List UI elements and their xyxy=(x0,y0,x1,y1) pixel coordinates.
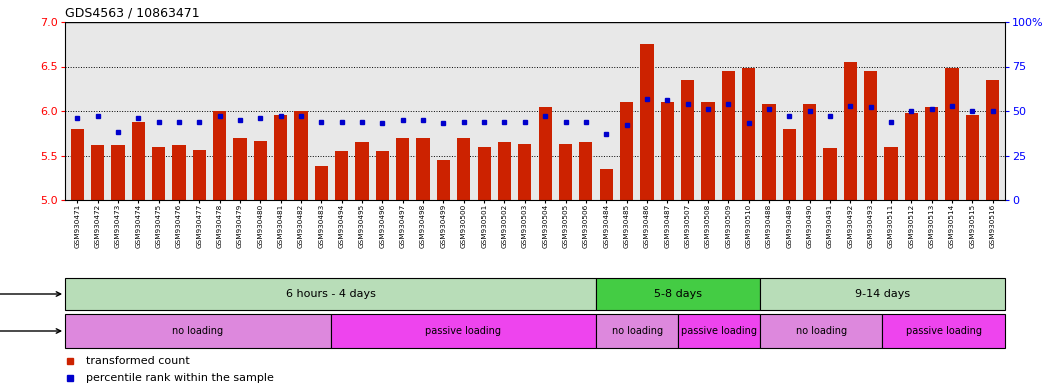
Bar xyxy=(70,129,84,200)
Bar xyxy=(396,138,409,200)
Bar xyxy=(376,151,389,200)
Bar xyxy=(335,151,349,200)
Text: 6 hours - 4 days: 6 hours - 4 days xyxy=(286,289,376,299)
Bar xyxy=(661,102,674,200)
Bar xyxy=(437,160,450,200)
Text: 9-14 days: 9-14 days xyxy=(854,289,910,299)
Bar xyxy=(193,150,206,200)
Bar xyxy=(152,147,165,200)
Bar xyxy=(253,141,267,200)
Text: passive loading: passive loading xyxy=(681,326,757,336)
Bar xyxy=(111,145,125,200)
Bar xyxy=(803,104,817,200)
Bar xyxy=(538,106,552,200)
Bar xyxy=(678,314,760,348)
Bar xyxy=(926,106,938,200)
Bar xyxy=(965,116,979,200)
Bar xyxy=(760,314,883,348)
Bar xyxy=(864,71,877,200)
Bar xyxy=(173,145,185,200)
Bar xyxy=(783,129,796,200)
Bar xyxy=(233,138,247,200)
Text: transformed count: transformed count xyxy=(86,356,190,366)
Bar xyxy=(355,142,369,200)
Bar xyxy=(905,113,918,200)
Bar xyxy=(559,144,572,200)
Text: no loading: no loading xyxy=(173,326,223,336)
Bar xyxy=(945,68,959,200)
Bar xyxy=(518,144,532,200)
Text: time: time xyxy=(0,289,61,299)
Bar xyxy=(844,62,857,200)
Bar xyxy=(91,145,104,200)
Bar xyxy=(597,314,678,348)
Bar xyxy=(213,111,226,200)
Bar xyxy=(331,314,597,348)
Bar xyxy=(762,104,776,200)
Bar xyxy=(458,138,470,200)
Text: percentile rank within the sample: percentile rank within the sample xyxy=(86,372,273,382)
Bar xyxy=(760,278,1005,310)
Text: no loading: no loading xyxy=(611,326,663,336)
Text: 5-8 days: 5-8 days xyxy=(654,289,703,299)
Text: no loading: no loading xyxy=(796,326,847,336)
Text: protocol: protocol xyxy=(0,326,61,336)
Bar xyxy=(641,44,653,200)
Bar xyxy=(579,142,593,200)
Bar xyxy=(885,147,897,200)
Bar xyxy=(274,116,287,200)
Bar xyxy=(597,278,760,310)
Text: passive loading: passive loading xyxy=(425,326,502,336)
Bar xyxy=(294,111,308,200)
Bar xyxy=(315,166,328,200)
Bar xyxy=(600,169,612,200)
Bar xyxy=(681,80,694,200)
Bar xyxy=(65,314,331,348)
Bar xyxy=(721,71,735,200)
Bar xyxy=(620,102,633,200)
Bar xyxy=(701,102,714,200)
Text: passive loading: passive loading xyxy=(906,326,982,336)
Bar xyxy=(477,147,491,200)
Bar xyxy=(883,314,1005,348)
Bar xyxy=(823,148,837,200)
Bar xyxy=(417,138,429,200)
Bar xyxy=(132,122,144,200)
Bar xyxy=(742,68,755,200)
Bar xyxy=(65,278,597,310)
Bar xyxy=(986,80,1000,200)
Text: GDS4563 / 10863471: GDS4563 / 10863471 xyxy=(65,7,200,20)
Bar xyxy=(498,142,511,200)
